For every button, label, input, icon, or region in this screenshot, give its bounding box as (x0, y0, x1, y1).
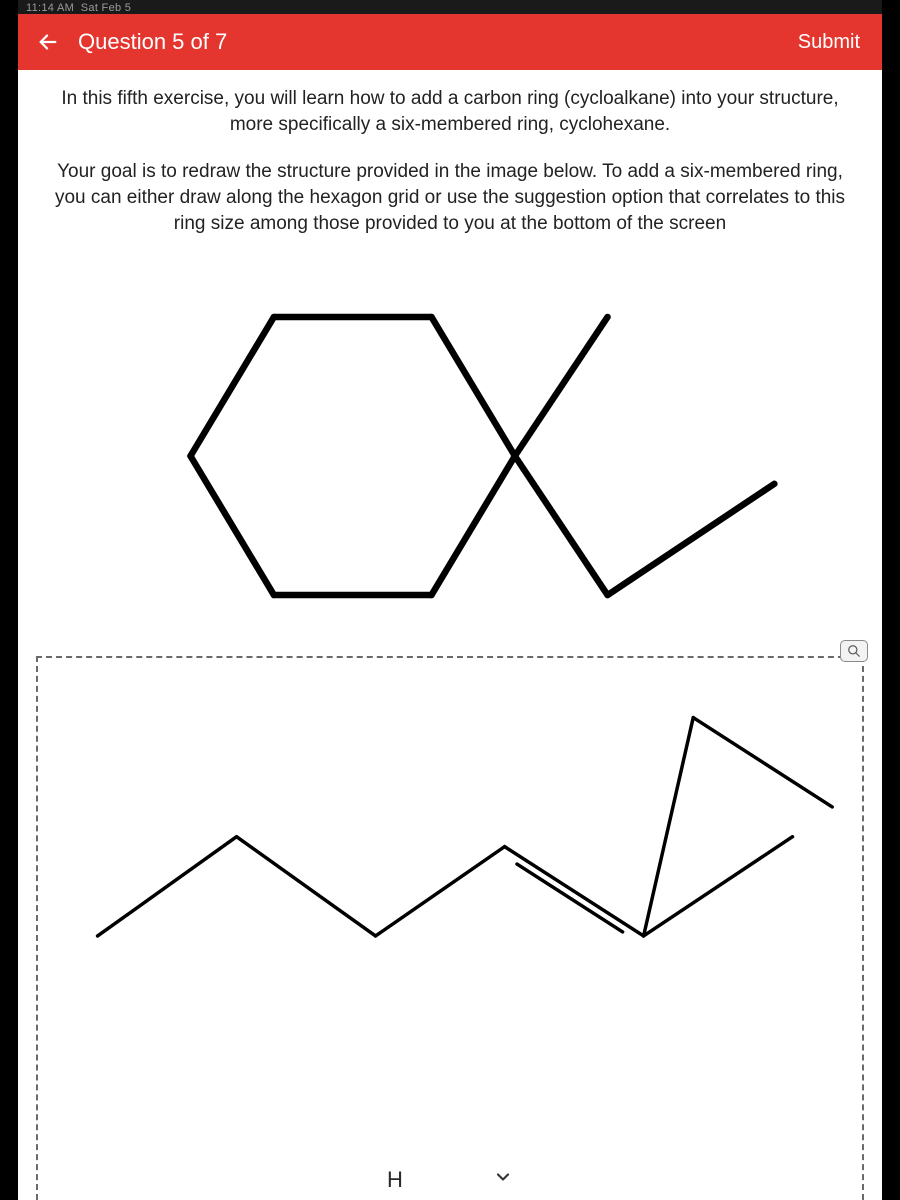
back-button[interactable] (30, 24, 66, 60)
instruction-text: In this fifth exercise, you will learn h… (18, 70, 882, 266)
chevron-down-icon (493, 1167, 513, 1187)
drawing-toolbar: H (38, 1160, 862, 1200)
instruction-para-1: In this fifth exercise, you will learn h… (48, 86, 852, 137)
page-title: Question 5 of 7 (78, 29, 227, 55)
magnifier-icon (847, 644, 861, 658)
app-header: Question 5 of 7 Submit (18, 14, 882, 70)
drawing-canvas-svg[interactable] (38, 658, 862, 1200)
expand-toolbar-button[interactable] (493, 1167, 513, 1193)
drawing-canvas[interactable]: H (36, 656, 864, 1200)
hydrogen-tool-button[interactable]: H (387, 1167, 403, 1193)
status-bar: 11:14 AM Sat Feb 5 (18, 0, 882, 14)
arrow-left-icon (37, 31, 59, 53)
submit-button[interactable]: Submit (788, 25, 870, 60)
status-time: 11:14 AM (26, 2, 74, 14)
status-date: Sat Feb 5 (81, 2, 131, 14)
target-structure-figure (18, 266, 882, 656)
instruction-para-2: Your goal is to redraw the structure pro… (48, 159, 852, 236)
target-structure-svg (70, 286, 830, 626)
zoom-button[interactable] (840, 640, 868, 662)
content-area: In this fifth exercise, you will learn h… (18, 70, 882, 1200)
